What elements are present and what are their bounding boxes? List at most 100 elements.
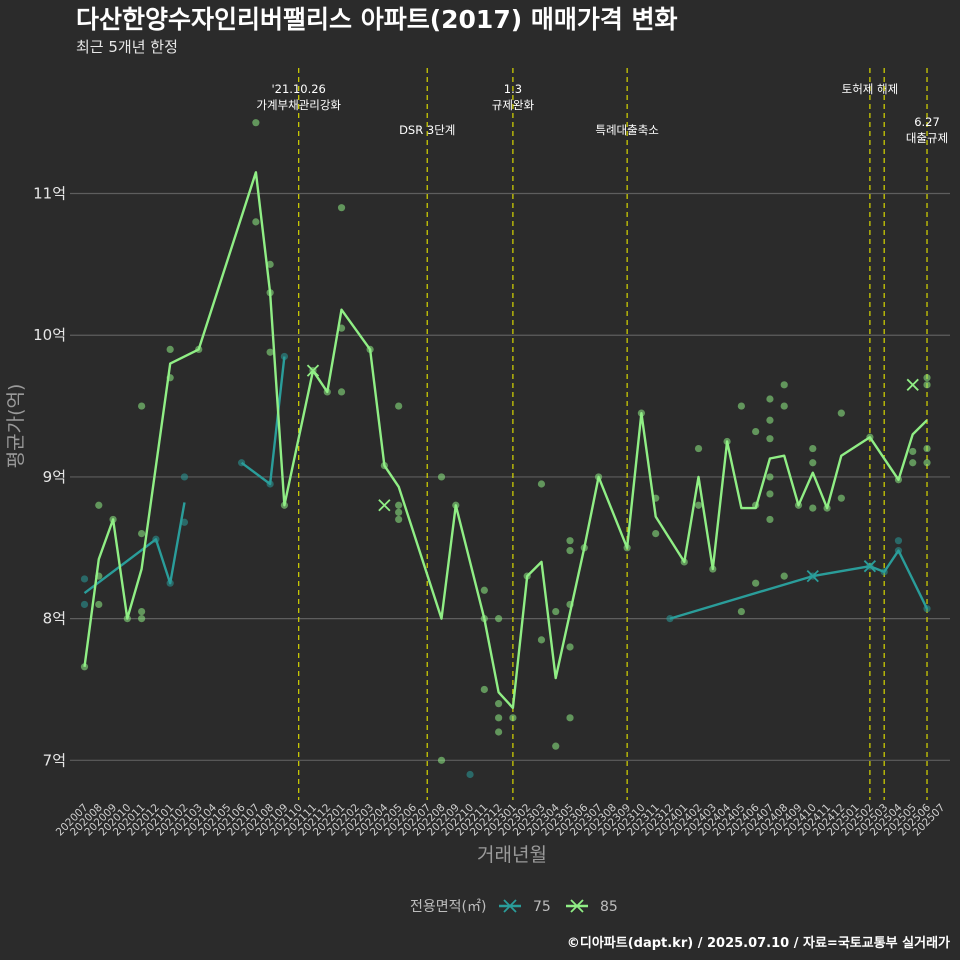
data-point-85: [766, 416, 774, 424]
legend: 전용면적(㎡) 75 85: [410, 899, 618, 915]
data-point-85: [537, 480, 546, 488]
data-point-75: [80, 575, 89, 583]
data-point-75: [894, 537, 903, 545]
data-point-75: [80, 600, 89, 609]
data-point-85: [780, 402, 788, 410]
data-point-85: [566, 643, 574, 651]
data-point-85: [909, 459, 917, 467]
legend-label: 85: [600, 899, 618, 915]
data-point-85: [95, 501, 103, 509]
data-point-85: [266, 260, 274, 268]
data-point-85: [552, 607, 560, 616]
y-tick-label: 10억: [33, 326, 66, 344]
data-point-85: [694, 444, 703, 453]
data-point-85: [337, 388, 346, 396]
series-line-75: [240, 356, 286, 486]
event-label: 토허제 해제: [842, 82, 899, 96]
legend-swatch-cross: [570, 899, 584, 913]
data-point-85: [766, 395, 774, 403]
data-point-75: [180, 518, 189, 526]
data-point-85: [752, 427, 760, 436]
data-point-85: [495, 728, 503, 736]
grid: [70, 192, 950, 761]
event-label: 대출규제: [906, 131, 948, 145]
data-point-85: [652, 530, 660, 538]
data-point-85: [566, 537, 574, 545]
data-point-85: [737, 607, 745, 616]
cross-marker-85: [378, 499, 391, 512]
event-label: 규제완화: [492, 98, 535, 112]
data-point-85: [395, 508, 403, 516]
data-point-85: [495, 714, 503, 722]
data-point-85: [780, 572, 788, 580]
data-point-85: [437, 473, 446, 481]
data-layer: [80, 119, 931, 779]
series-line-75: [669, 549, 929, 620]
data-point-85: [909, 447, 917, 456]
chart-title: 다산한양수자인리버팰리스 아파트(2017) 매매가격 변화: [76, 5, 678, 34]
data-point-85: [480, 586, 488, 594]
data-point-85: [138, 607, 146, 616]
y-tick-label: 7억: [43, 751, 66, 769]
y-tick-label: 8억: [43, 610, 66, 628]
data-point-75: [180, 473, 189, 481]
data-point-85: [480, 685, 488, 694]
event-label: DSR 3단계: [399, 123, 455, 137]
y-tick-label: 11억: [33, 185, 66, 203]
data-point-85: [495, 700, 503, 708]
data-point-85: [837, 494, 845, 502]
data-point-85: [766, 490, 774, 498]
data-point-85: [395, 515, 403, 524]
data-point-85: [752, 579, 760, 587]
data-point-85: [138, 402, 146, 410]
cross-marker-75: [863, 560, 877, 573]
data-point-85: [923, 444, 931, 453]
data-point-85: [337, 204, 346, 212]
event-label: '21.10.26: [272, 82, 326, 96]
data-point-85: [923, 374, 931, 382]
data-point-85: [566, 547, 574, 555]
chart-caption: ©디아파트(dapt.kr) / 2025.07.10 / 자료=국토교통부 실…: [567, 935, 950, 951]
data-point-85: [766, 435, 774, 443]
cross-marker-75: [806, 569, 819, 583]
data-point-85: [809, 459, 817, 467]
event-label: 1.3: [504, 82, 522, 96]
data-point-85: [694, 501, 703, 509]
legend-title: 전용면적(㎡): [410, 899, 486, 915]
data-point-85: [80, 663, 89, 671]
data-point-85: [923, 459, 931, 467]
data-point-85: [252, 218, 260, 226]
data-point-85: [95, 600, 103, 609]
data-point-85: [809, 504, 817, 512]
series-line-85: [83, 171, 928, 710]
data-point-85: [266, 348, 274, 356]
data-point-85: [923, 381, 931, 389]
x-axis-title: 거래년월: [477, 844, 547, 866]
data-point-85: [566, 714, 574, 722]
cross-marker-85: [906, 378, 919, 391]
data-point-85: [766, 473, 774, 481]
event-label: 특례대출축소: [595, 123, 658, 137]
data-point-85: [395, 501, 403, 509]
y-axis-title: 평균가(억): [5, 384, 27, 469]
data-point-75: [466, 770, 474, 779]
cross-marker-85: [306, 364, 320, 377]
event-label: 6.27: [914, 115, 940, 129]
data-point-85: [166, 345, 174, 353]
data-point-85: [395, 402, 403, 410]
data-point-85: [537, 636, 546, 644]
data-point-85: [552, 742, 560, 750]
legend-swatch-cross: [503, 899, 517, 913]
data-point-85: [138, 615, 146, 623]
chart-subtitle: 최근 5개년 한정: [76, 38, 178, 56]
data-point-85: [437, 756, 446, 764]
data-point-85: [766, 515, 774, 524]
legend-label: 75: [533, 899, 551, 915]
data-point-85: [138, 530, 146, 538]
data-point-75: [280, 352, 289, 361]
data-point-85: [837, 409, 845, 417]
data-point-85: [495, 615, 503, 623]
data-point-85: [509, 714, 517, 722]
